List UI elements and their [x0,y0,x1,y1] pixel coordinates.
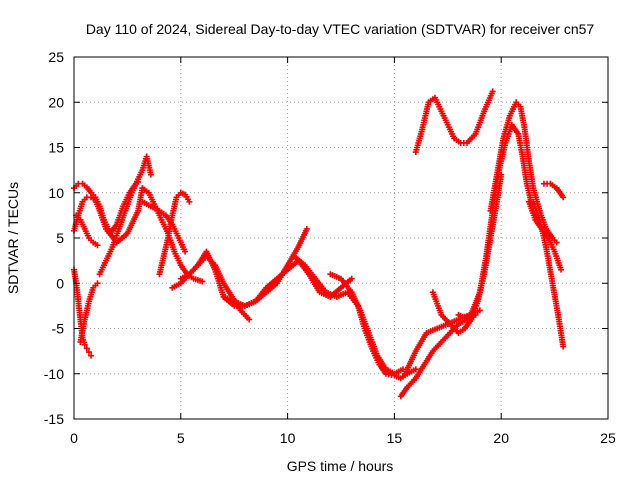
y-tick-label: -10 [44,366,64,382]
data-point-marker [85,349,92,356]
axis-ticks [73,56,609,420]
data-point-marker [476,307,483,314]
x-tick-label: 15 [387,430,403,446]
data-point-marker [560,343,567,350]
data-point-marker [303,225,310,232]
series-arc20 [487,99,560,246]
x-tick-label: 20 [493,430,509,446]
x-tick-labels: 0 5 10 15 20 25 [70,430,616,446]
data-point-marker [88,352,95,359]
series-arc17 [412,88,496,156]
y-tick-label: 20 [48,94,64,110]
data-point-marker [246,316,253,323]
series-arc3 [71,185,146,246]
series-arc14 [327,271,406,377]
y-tick-labels: -15 -10 -5 0 5 10 15 20 25 [44,49,64,427]
x-axis-label: GPS time / hours [287,458,394,474]
data-point-marker [199,278,206,285]
y-tick-label: 10 [48,185,64,201]
data-points [71,88,567,400]
y-tick-label: -15 [44,411,64,427]
x-tick-label: 25 [600,430,616,446]
y-axis-label: SDTVAR / TECUs [5,182,21,294]
data-point-marker [182,248,189,255]
series-arc23 [525,198,565,273]
y-tick-label: 25 [48,49,64,65]
x-tick-label: 0 [70,430,78,446]
series-arc22 [540,180,567,201]
series-arc4 [73,212,101,249]
data-point-marker [94,242,101,249]
data-point-marker [412,366,419,373]
y-tick-label: -5 [52,321,65,337]
series-arc6 [96,153,154,278]
data-point-marker [147,171,154,178]
data-point-marker [83,345,90,352]
y-tick-label: 0 [56,275,64,291]
chart-title: Day 110 of 2024, Sidereal Day-to-day VTE… [86,21,595,37]
data-point-marker [348,275,355,282]
data-point-marker [560,194,567,201]
series-arc9 [156,189,193,278]
y-tick-label: 5 [56,230,64,246]
data-point-marker [553,239,560,246]
data-point-marker [558,266,565,273]
x-tick-label: 5 [177,430,185,446]
data-point-marker [186,198,193,205]
data-point-marker [81,341,88,348]
y-tick-label: 15 [48,140,64,156]
x-tick-label: 10 [280,430,296,446]
data-point-marker [489,88,496,95]
series-arc5 [77,280,101,346]
data-point-marker [94,280,101,287]
